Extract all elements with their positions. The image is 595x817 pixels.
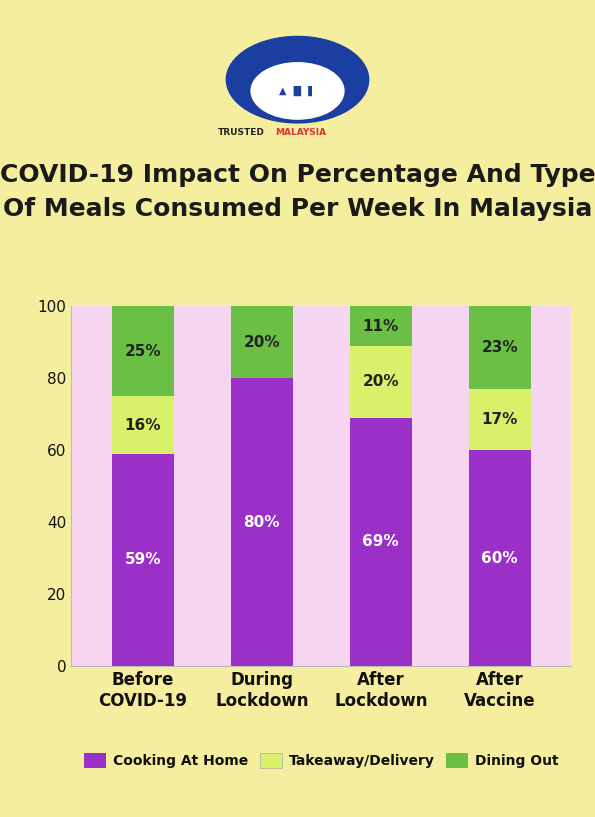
Text: TRUSTED: TRUSTED (218, 128, 265, 137)
Text: 25%: 25% (124, 344, 161, 359)
Bar (469, 389, 531, 450)
Bar (350, 346, 412, 417)
Bar (231, 306, 293, 378)
Text: 16%: 16% (124, 417, 161, 432)
Bar (231, 378, 293, 666)
Text: 60%: 60% (481, 551, 518, 565)
Bar (469, 306, 531, 389)
Text: ▲ ▐▌ ▌: ▲ ▐▌ ▌ (279, 86, 316, 96)
Text: 11%: 11% (363, 319, 399, 333)
Text: 80%: 80% (243, 515, 280, 529)
Text: 20%: 20% (243, 335, 280, 350)
Text: 59%: 59% (124, 552, 161, 567)
Bar (350, 306, 412, 346)
Text: 20%: 20% (362, 374, 399, 390)
Circle shape (251, 63, 344, 119)
Text: MALAYSIA: MALAYSIA (275, 128, 327, 137)
Text: 23%: 23% (481, 340, 518, 355)
Text: 69%: 69% (362, 534, 399, 549)
Bar (469, 450, 531, 666)
Text: COVID-19 Impact On Percentage And Type
Of Meals Consumed Per Week In Malaysia: COVID-19 Impact On Percentage And Type O… (0, 163, 595, 221)
Bar (350, 417, 412, 666)
Bar (112, 306, 174, 396)
Legend: Cooking At Home, Takeaway/Delivery, Dining Out: Cooking At Home, Takeaway/Delivery, Dini… (79, 748, 564, 774)
Bar (112, 453, 174, 666)
Bar (112, 396, 174, 453)
Text: 17%: 17% (481, 412, 518, 427)
Circle shape (226, 37, 369, 123)
